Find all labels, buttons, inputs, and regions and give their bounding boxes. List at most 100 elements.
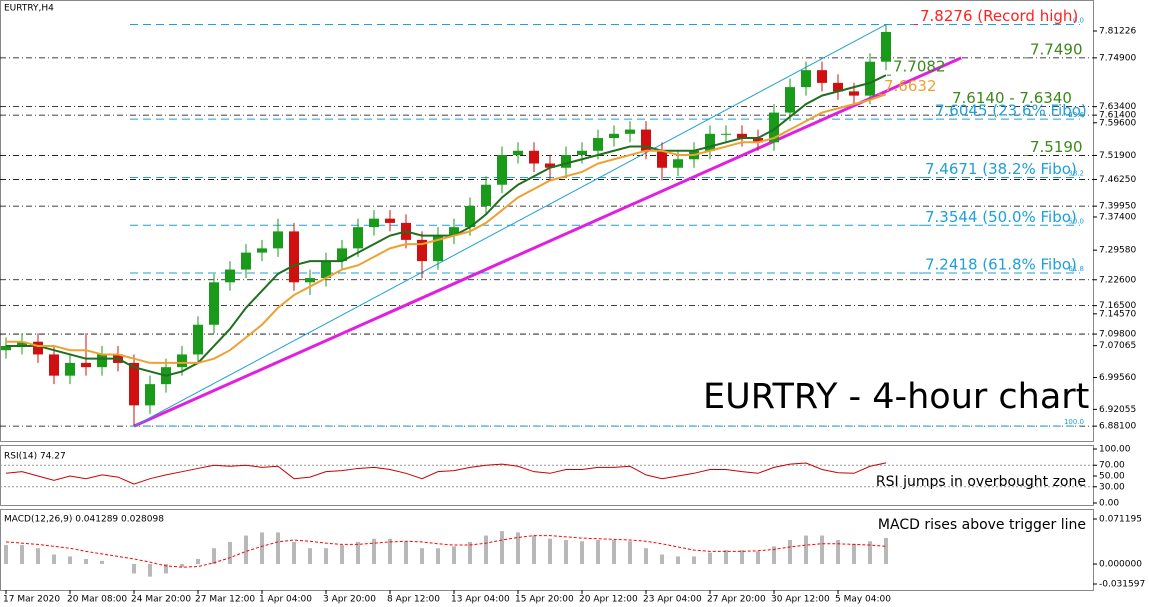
candle-body [865, 61, 875, 96]
x-tick-label: 27 Apr 20:00 [707, 595, 766, 605]
level-label: 7.2418 (61.8% Fibo) [925, 256, 1077, 274]
candle-body [497, 155, 507, 185]
candle-body [529, 150, 539, 164]
y-tick-label: 7.63400 [1099, 102, 1136, 112]
x-tick-label: 30 Apr 12:00 [771, 595, 830, 605]
level-label: 7.4671 (38.2% Fibo) [925, 160, 1077, 178]
macd-bar [452, 546, 456, 565]
rsi-line [5, 462, 887, 485]
macd-bar [884, 537, 888, 565]
level-label: 7.6632 [884, 77, 937, 95]
candle-body [753, 138, 763, 143]
macd-bar [324, 548, 328, 565]
candle-body [49, 354, 59, 376]
candle-body [433, 235, 443, 262]
candle-body [33, 341, 43, 355]
y-tick-label: -0.031597 [1099, 579, 1145, 589]
y-tick-label: 7.14570 [1099, 309, 1136, 319]
macd-bar [852, 543, 856, 565]
candle-body [241, 252, 251, 270]
candle-body [337, 248, 347, 262]
candle-body [65, 362, 75, 376]
y-tick-label: 6.92055 [1099, 405, 1136, 415]
candle-body [705, 133, 715, 151]
moving-average [6, 93, 887, 364]
panel-annotation: RSI jumps in overbought zone [876, 474, 1086, 490]
macd-bar [68, 556, 72, 565]
macd-bar [36, 548, 40, 565]
y-tick-label: 6.99560 [1099, 373, 1136, 383]
macd-bar [164, 564, 168, 574]
macd-bar [228, 541, 232, 565]
fibo-label: 23.6 [1068, 111, 1084, 119]
macd-bar [484, 535, 488, 565]
macd-bar [84, 558, 88, 565]
macd-bar [20, 545, 24, 565]
fibo-label: 38.2 [1068, 169, 1084, 177]
macd-bar [804, 535, 808, 565]
level-label: 7.7082 [893, 58, 946, 76]
macd-bar [580, 541, 584, 565]
y-tick-label: 7.09800 [1099, 330, 1136, 340]
candle-body [273, 231, 283, 249]
candle-body [369, 218, 379, 228]
panel-title: MACD(12,26,9) 0.041289 0.028098 [4, 515, 164, 525]
macd-bar [180, 564, 184, 568]
candle-body [513, 150, 523, 156]
candle-body [177, 354, 187, 368]
x-tick-label: 3 Apr 20:00 [323, 595, 376, 605]
candle-body [321, 261, 331, 279]
macd-bar [404, 541, 408, 565]
macd-bar [548, 538, 552, 565]
macd-bar [644, 548, 648, 565]
candle-body [801, 70, 811, 88]
candle-body [305, 278, 315, 283]
y-tick-label: 50.00 [1099, 472, 1125, 482]
macd-bar [100, 560, 104, 565]
y-tick-label: 6.88100 [1099, 422, 1136, 432]
macd-bar [516, 532, 520, 565]
macd-bar [244, 535, 248, 565]
macd-bar [708, 552, 712, 565]
panel-annotation: MACD rises above trigger line [878, 517, 1086, 533]
level-label: 7.6045 (23.6% Fibo) [935, 102, 1087, 120]
macd-bar [292, 541, 296, 565]
x-tick-label: 5 May 04:00 [835, 595, 891, 605]
candle-body [97, 354, 107, 368]
macd-bar [52, 554, 56, 565]
level-label: 7.8276 (Record high) [920, 7, 1078, 25]
macd-bar [468, 541, 472, 565]
y-tick-label: 7.61400 [1099, 111, 1136, 121]
candle-body [81, 362, 91, 368]
candle-body [657, 150, 667, 168]
fibo-label: 100.0 [1064, 418, 1084, 426]
y-tick-label: 7.46250 [1099, 175, 1136, 185]
candle-body [641, 129, 651, 151]
moving-average [6, 74, 887, 377]
candle-body [561, 155, 571, 168]
macd-bar [628, 541, 632, 565]
main-panel-frame [0, 0, 1094, 442]
macd-bar [692, 556, 696, 565]
y-tick-label: 70.00 [1099, 461, 1125, 471]
candle-body [609, 133, 619, 139]
macd-panel-frame [0, 509, 1094, 591]
y-tick-label: 7.07065 [1099, 341, 1136, 351]
macd-bar [132, 564, 136, 574]
macd-bar [724, 550, 728, 565]
level-label: 7.6140 - 7.6340 [952, 89, 1072, 107]
x-tick-label: 1 Apr 04:00 [259, 595, 312, 605]
level-label: 7.7490 [1030, 40, 1083, 58]
candle-body [785, 87, 795, 113]
candle-body [465, 205, 475, 228]
macd-bar [148, 564, 152, 577]
y-tick-label: 7.29580 [1099, 246, 1136, 256]
macd-bar [196, 558, 200, 565]
x-tick-label: 15 Apr 20:00 [515, 595, 574, 605]
candle-body [481, 184, 491, 206]
macd-bar [420, 548, 424, 565]
candle-body [289, 231, 299, 283]
candle-body [721, 133, 731, 135]
macd-bar [660, 554, 664, 565]
